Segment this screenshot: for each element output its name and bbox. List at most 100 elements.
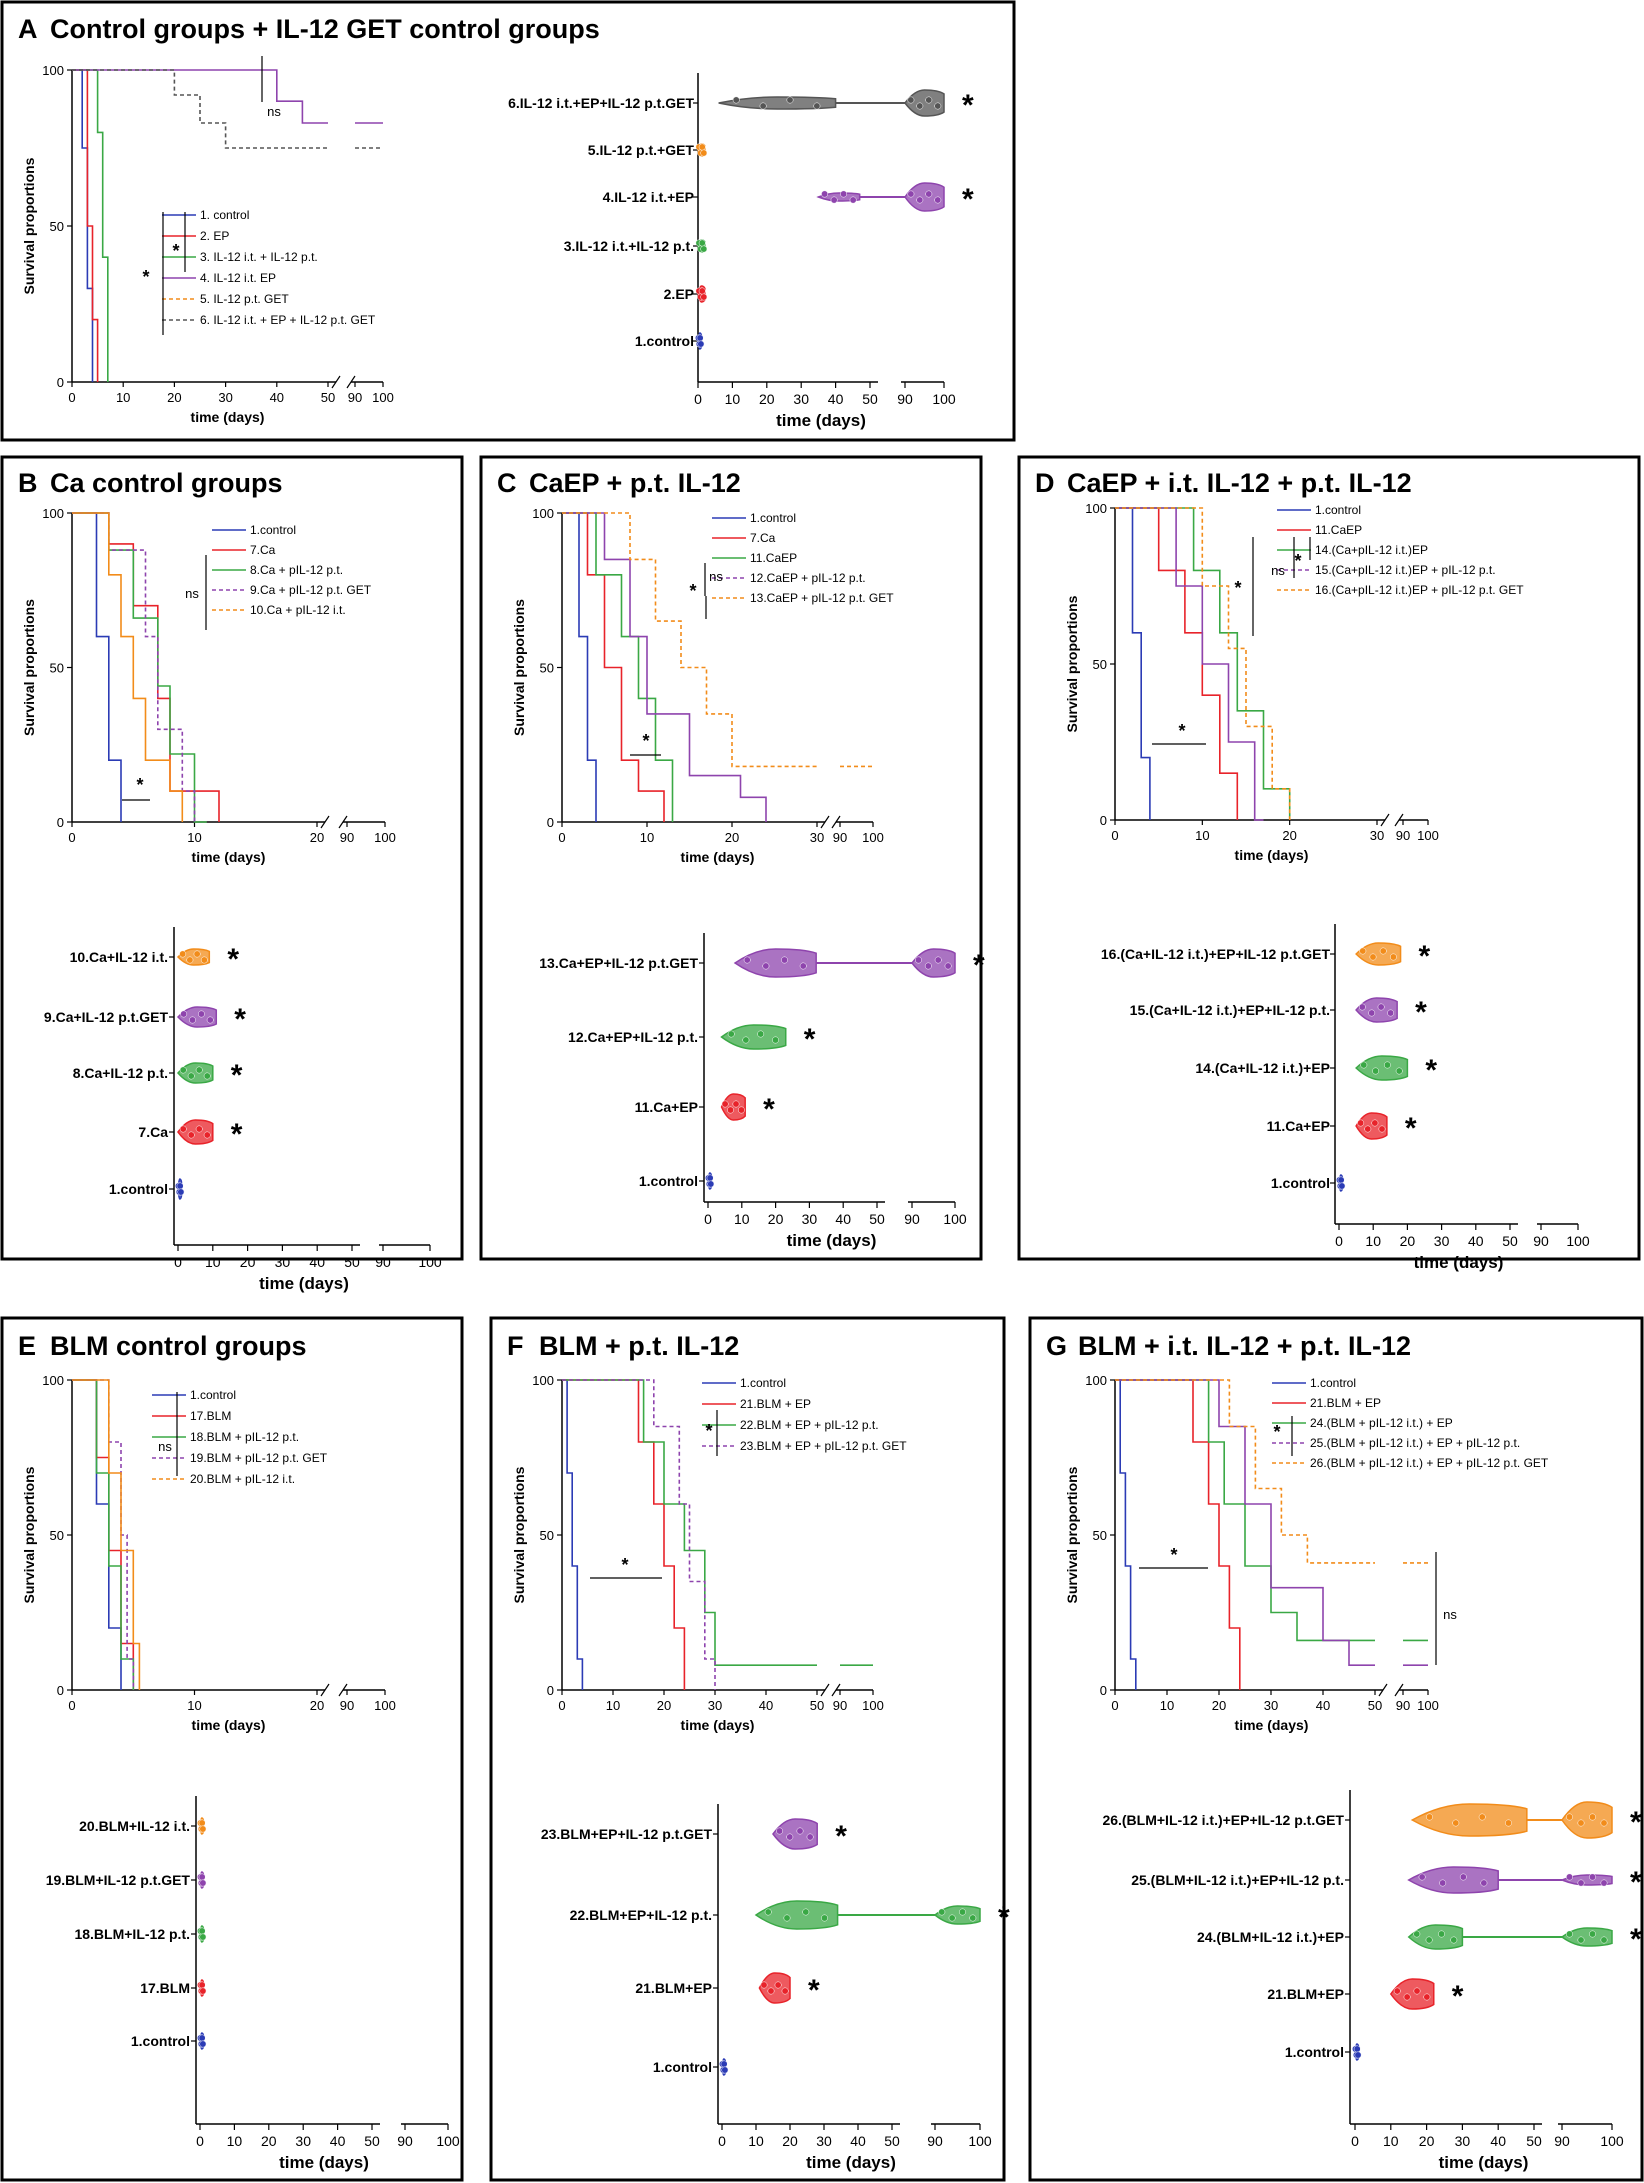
- panel-letter: F: [507, 1331, 524, 1361]
- y-axis-title: Survival proportions: [21, 1466, 37, 1603]
- legend-label: 23.BLM + EP + pIL-12 p.t. GET: [740, 1439, 907, 1453]
- violin-point: [696, 334, 704, 342]
- x-tick-label: 10: [640, 830, 654, 845]
- violin-x-tick-label: 100: [968, 2133, 992, 2149]
- x-tick-label: 30: [708, 1698, 722, 1713]
- violin-significance-star: *: [234, 1003, 246, 1036]
- axis-break-mark: [831, 815, 841, 829]
- survival-curve: [72, 69, 99, 382]
- y-tick-label: 0: [547, 815, 554, 830]
- violin-point: [925, 96, 933, 104]
- violin-group-label: 20.BLM+IL-12 i.t.: [79, 1818, 190, 1834]
- y-tick-label: 50: [1093, 657, 1107, 672]
- x-tick-label: 20: [310, 830, 324, 845]
- violin-point: [698, 239, 706, 247]
- x-tick-label: 10: [187, 1698, 201, 1713]
- survival-curve: [1115, 1379, 1375, 1666]
- legend-label: 1.control: [1315, 503, 1361, 517]
- violin-point: [700, 245, 708, 253]
- y-tick-label: 100: [532, 1373, 554, 1388]
- x-tick-label: 20: [657, 1698, 671, 1713]
- x-tick-label: 100: [374, 1698, 396, 1713]
- x-axis-title: time (days): [1235, 847, 1309, 863]
- x-tick-label: 40: [270, 390, 284, 405]
- violin-point: [907, 96, 915, 104]
- axis-break-mark: [831, 1683, 841, 1697]
- violin-point: [198, 2034, 206, 2042]
- x-tick-label: 30: [810, 830, 824, 845]
- violin-point: [700, 293, 708, 301]
- violin-point: [1577, 1819, 1585, 1827]
- panel-a: A Control groups + IL-12 GET control grou…: [0, 0, 1016, 442]
- violin-point: [203, 1131, 211, 1139]
- axis-break-mark: [1378, 1683, 1388, 1697]
- significance-label: ns: [158, 1439, 172, 1454]
- significance-label: *: [136, 775, 143, 795]
- axis-break-mark: [1380, 813, 1390, 827]
- x-tick-label: 0: [558, 830, 565, 845]
- violin-point: [1566, 1930, 1573, 1938]
- y-axis-title: Survival proportions: [21, 157, 37, 294]
- x-tick-label: 90: [348, 390, 362, 405]
- legend-label: 26.(BLM + pIL-12 i.t.) + EP + pIL-12 p.t…: [1310, 1456, 1549, 1470]
- violin-point: [1439, 1879, 1447, 1887]
- violin-x-tick-label: 10: [227, 2133, 243, 2149]
- violin-point: [195, 1125, 203, 1133]
- survival-curve: [562, 512, 597, 822]
- panel-title: BLM control groups: [50, 1331, 306, 1361]
- y-tick-label: 100: [42, 63, 64, 78]
- legend-label: 22.BLM + EP + pIL-12 p.t.: [740, 1418, 879, 1432]
- x-tick-label: 30: [218, 390, 232, 405]
- violin-significance-star: *: [1415, 996, 1427, 1029]
- panel-title: BLM + p.t. IL-12: [539, 1331, 739, 1361]
- violin-point: [821, 190, 829, 198]
- violin-x-tick-label: 30: [275, 1254, 291, 1270]
- violin-point: [1577, 1879, 1585, 1887]
- y-tick-label: 50: [540, 661, 554, 676]
- survival-curve: [1115, 1379, 1375, 1564]
- x-tick-label: 40: [759, 1698, 773, 1713]
- significance-label: ns: [267, 104, 281, 119]
- x-tick-label: 100: [1417, 1698, 1439, 1713]
- violin-group-label: 19.BLM+IL-12 p.t.GET: [46, 1872, 191, 1888]
- x-axis-title: time (days): [681, 849, 755, 865]
- violin-point: [1359, 947, 1367, 955]
- violin-point: [849, 196, 857, 204]
- violin-point: [948, 1914, 956, 1922]
- violin-point: [783, 1914, 791, 1922]
- legend-label: 1.control: [190, 1388, 236, 1402]
- violin-point: [199, 1825, 207, 1833]
- violin-group-label: 23.BLM+EP+IL-12 p.t.GET: [541, 1826, 713, 1842]
- y-tick-label: 100: [532, 506, 554, 521]
- axis-break-mark: [820, 815, 830, 829]
- violin-group-label: 24.(BLM+IL-12 i.t.)+EP: [1197, 1929, 1344, 1945]
- violin-point: [1478, 1813, 1486, 1821]
- significance-label: *: [1294, 551, 1301, 571]
- survival-curve: [1115, 1379, 1137, 1690]
- violin-group-label: 1.control: [1285, 2044, 1344, 2060]
- significance-label: *: [705, 1421, 712, 1441]
- violin-x-axis-title: time (days): [279, 2153, 369, 2172]
- violin-x-tick-label: 40: [828, 391, 844, 407]
- legend-label: 24.(BLM + pIL-12 i.t.) + EP: [1310, 1416, 1453, 1430]
- violin-point: [199, 1879, 207, 1887]
- violin-point: [1383, 1061, 1391, 1069]
- violin-x-tick-label: 30: [1455, 2133, 1471, 2149]
- legend-label: 8.Ca + pIL-12 p.t.: [250, 563, 343, 577]
- violin-x-tick-label: 0: [694, 391, 702, 407]
- x-tick-label: 30: [1264, 1698, 1278, 1713]
- survival-curve: [562, 512, 665, 822]
- violin-point: [781, 956, 788, 964]
- x-axis-title: time (days): [191, 409, 265, 425]
- violin-point: [759, 102, 767, 110]
- legend-label: 1. control: [200, 208, 249, 222]
- axis-break-mark: [346, 375, 356, 389]
- violin-group-label: 21.BLM+EP: [1267, 1986, 1344, 2002]
- significance-label: *: [1234, 578, 1241, 598]
- panel-letter: E: [18, 1331, 36, 1361]
- violin-point: [727, 1030, 735, 1038]
- violin-point: [813, 102, 821, 110]
- x-tick-label: 90: [833, 1698, 847, 1713]
- panel-border: [0, 0, 1016, 442]
